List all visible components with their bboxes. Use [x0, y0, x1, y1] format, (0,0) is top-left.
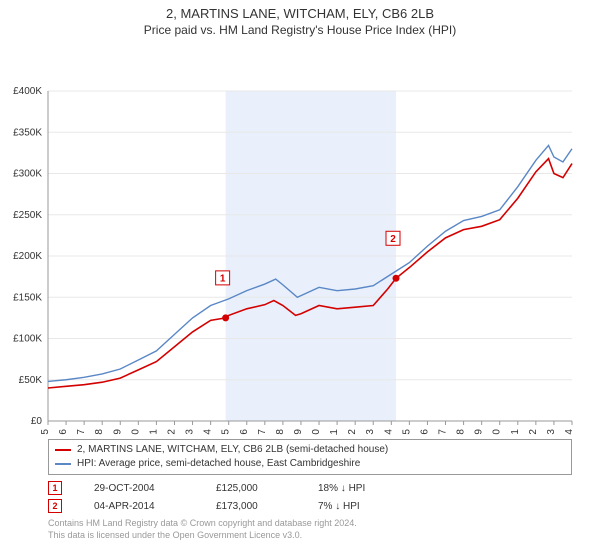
svg-text:2003: 2003 [185, 429, 196, 435]
chart-title-line1: 2, MARTINS LANE, WITCHAM, ELY, CB6 2LB [0, 0, 600, 21]
svg-text:2004: 2004 [203, 429, 214, 435]
svg-text:1999: 1999 [112, 429, 123, 435]
svg-text:2018: 2018 [456, 429, 467, 435]
svg-text:2: 2 [390, 234, 396, 245]
sale-row-2: 2 04-APR-2014 £173,000 7% ↓ HPI [48, 499, 572, 513]
svg-text:1: 1 [220, 273, 226, 284]
sale-price-2: £173,000 [216, 501, 286, 512]
copyright-notice: Contains HM Land Registry data © Crown c… [48, 517, 572, 541]
svg-text:2019: 2019 [474, 429, 485, 435]
svg-text:2022: 2022 [528, 429, 539, 435]
svg-text:2009: 2009 [293, 429, 304, 435]
svg-text:2008: 2008 [275, 429, 286, 435]
sale-delta-1: 18% ↓ HPI [318, 483, 365, 494]
svg-text:2001: 2001 [148, 429, 159, 435]
copyright-line2: This data is licensed under the Open Gov… [48, 529, 572, 541]
svg-text:2014: 2014 [383, 429, 394, 435]
svg-text:2024: 2024 [564, 429, 575, 435]
svg-text:2006: 2006 [239, 429, 250, 435]
sale-row-1: 1 29-OCT-2004 £125,000 18% ↓ HPI [48, 481, 572, 495]
svg-text:2015: 2015 [401, 429, 412, 435]
svg-text:2000: 2000 [130, 429, 141, 435]
sale-delta-2: 7% ↓ HPI [318, 501, 360, 512]
svg-text:2005: 2005 [221, 429, 232, 435]
svg-text:£150K: £150K [13, 292, 42, 303]
svg-text:£250K: £250K [13, 210, 42, 221]
chart-legend: 2, MARTINS LANE, WITCHAM, ELY, CB6 2LB (… [48, 439, 572, 475]
svg-text:£0: £0 [31, 416, 43, 427]
svg-text:2007: 2007 [257, 429, 268, 435]
svg-text:2002: 2002 [166, 429, 177, 435]
svg-text:2016: 2016 [419, 429, 430, 435]
copyright-line1: Contains HM Land Registry data © Crown c… [48, 517, 572, 529]
svg-text:2023: 2023 [546, 429, 557, 435]
sale-price-1: £125,000 [216, 483, 286, 494]
legend-swatch-price-paid [55, 449, 71, 451]
legend-swatch-hpi [55, 463, 71, 465]
svg-text:£50K: £50K [19, 375, 43, 386]
svg-text:1997: 1997 [76, 429, 87, 435]
legend-row-price-paid: 2, MARTINS LANE, WITCHAM, ELY, CB6 2LB (… [55, 443, 565, 457]
svg-text:1995: 1995 [40, 429, 51, 435]
svg-text:2017: 2017 [438, 429, 449, 435]
svg-text:2021: 2021 [510, 429, 521, 435]
svg-text:£100K: £100K [13, 334, 42, 345]
sale-date-1: 29-OCT-2004 [94, 483, 184, 494]
svg-text:2013: 2013 [365, 429, 376, 435]
svg-text:£350K: £350K [13, 127, 42, 138]
sale-marker-2: 2 [48, 499, 62, 513]
sale-marker-1: 1 [48, 481, 62, 495]
svg-text:£400K: £400K [13, 86, 42, 97]
chart-title-line2: Price paid vs. HM Land Registry's House … [0, 21, 600, 41]
price-chart: £0 £50K £100K £150K £200K £250K £300K £350K £400… [0, 41, 600, 435]
legend-row-hpi: HPI: Average price, semi-detached house,… [55, 457, 565, 471]
svg-text:2010: 2010 [311, 429, 322, 435]
svg-text:£300K: £300K [13, 169, 42, 180]
sales-table: 1 29-OCT-2004 £125,000 18% ↓ HPI 2 04-AP… [48, 481, 572, 513]
svg-text:2011: 2011 [329, 429, 340, 435]
legend-label-hpi: HPI: Average price, semi-detached house,… [77, 457, 360, 471]
svg-text:2020: 2020 [492, 429, 503, 435]
svg-text:2012: 2012 [347, 429, 358, 435]
svg-text:1996: 1996 [58, 429, 69, 435]
svg-text:£200K: £200K [13, 251, 42, 262]
svg-text:1998: 1998 [94, 429, 105, 435]
sale-date-2: 04-APR-2014 [94, 501, 184, 512]
legend-label-price-paid: 2, MARTINS LANE, WITCHAM, ELY, CB6 2LB (… [77, 443, 388, 457]
